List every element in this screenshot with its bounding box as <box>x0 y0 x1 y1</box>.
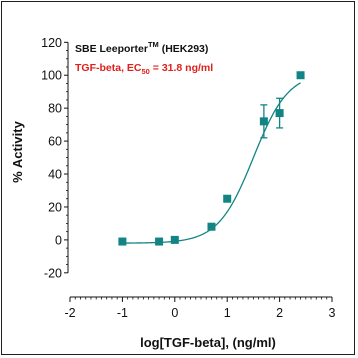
annotation-line-1: SBE LeeporterTM (HEK293) <box>75 40 208 55</box>
fit-curve <box>122 82 301 244</box>
y-axis-title: % Activity <box>10 120 25 182</box>
y-tick-label: 120 <box>41 36 62 50</box>
data-point <box>259 117 268 126</box>
x-tick-label: -2 <box>64 306 75 320</box>
y-tick-label: 60 <box>48 135 62 149</box>
annotation-line-2: TGF-beta, EC50 = 31.8 ng/ml <box>75 62 213 76</box>
y-tick-label: 100 <box>41 69 62 83</box>
data-point <box>207 222 216 231</box>
x-tick-label: 3 <box>329 306 336 320</box>
x-tick-label: 0 <box>171 306 178 320</box>
x-axis-title: log[TGF-beta], (ng/ml) <box>140 335 276 350</box>
y-tick-label: 40 <box>48 168 62 182</box>
annotation-line-1-tail: (HEK293) <box>159 43 209 55</box>
y-axis: -20 0 20 40 60 80 100 120 <box>41 36 69 280</box>
annotation-line-1-main: SBE Leeporter <box>75 43 148 55</box>
y-tick-label: -20 <box>44 266 62 280</box>
annotation-line-1-sup: TM <box>148 40 159 49</box>
x-tick-label: 2 <box>276 306 283 320</box>
chart-frame: -20 0 20 40 60 80 100 120 -2 -1 0 1 2 3 % Activity l… <box>1 1 355 355</box>
annotation-line-2-tail: = 31.8 ng/ml <box>150 62 213 74</box>
annotation-line-2-sub: 50 <box>142 67 150 76</box>
annotation-line-2-main: TGF-beta, EC <box>75 62 142 74</box>
y-tick-label: 80 <box>48 102 62 116</box>
y-tick-label: 20 <box>48 200 62 214</box>
data-point <box>296 71 305 80</box>
data-point <box>170 235 179 244</box>
data-point <box>118 237 127 246</box>
y-tick-label: 0 <box>55 233 62 247</box>
data-point <box>155 237 164 246</box>
data-points <box>118 71 305 246</box>
dose-response-chart: -20 0 20 40 60 80 100 120 -2 -1 0 1 2 3 % Activity l… <box>10 36 336 350</box>
x-axis: -2 -1 0 1 2 3 <box>64 296 336 320</box>
data-point <box>275 109 284 118</box>
x-tick-label: 1 <box>224 306 231 320</box>
data-point <box>223 194 232 203</box>
x-tick-label: -1 <box>117 306 128 320</box>
